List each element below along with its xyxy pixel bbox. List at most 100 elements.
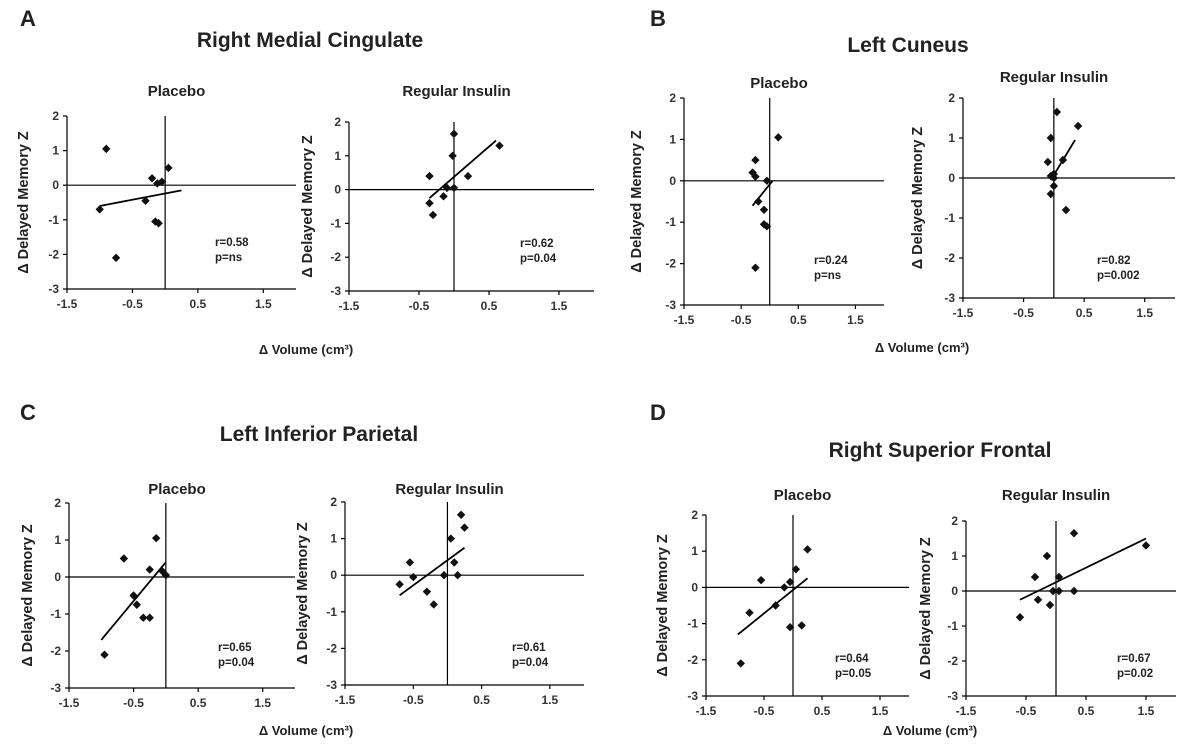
regression-line (428, 139, 497, 199)
data-point (429, 600, 438, 609)
chart-subtitle: Placebo (148, 481, 206, 498)
chart-d-placebo: Right Superior FrontalPlacebo210-1-2-3-1… (655, 439, 1051, 738)
data-point (762, 222, 772, 231)
x-tick-label: 1.5 (872, 704, 889, 718)
data-point (449, 183, 459, 193)
correlation-r: r=0.65 (218, 642, 252, 654)
x-axis-label: Δ Volume (cm³) (259, 723, 353, 738)
chart-a-insulin: Regular Insulin 2 1 0 -1 -2 -3-1.5 -0.5 0.5 1.5 Δ … (300, 83, 594, 313)
p-value: p=ns (215, 252, 242, 264)
data-point (95, 205, 104, 214)
data-point (774, 133, 783, 142)
panel-label-b: B (650, 6, 666, 31)
x-tick-label: 0.5 (1078, 704, 1095, 718)
x-tick-label: 1.5 (542, 693, 559, 707)
y-tick-label: -1 (330, 216, 341, 230)
data-point (141, 196, 150, 205)
x-tick-label: -0.5 (754, 704, 775, 718)
data-point (145, 613, 154, 622)
y-tick-label: -3 (50, 681, 61, 695)
y-tick-label: 2 (330, 495, 337, 509)
y-tick-label: 2 (691, 508, 698, 522)
data-point (1042, 551, 1052, 561)
x-tick-label: 1.5 (254, 696, 271, 710)
data-point (425, 198, 434, 208)
data-point (1043, 157, 1052, 167)
y-tick-label: 1 (669, 132, 676, 146)
y-tick-label: 2 (951, 514, 958, 528)
y-tick-label: -1 (326, 605, 337, 619)
y-tick-label: -2 (665, 257, 676, 271)
x-tick-label: -1.5 (956, 704, 977, 718)
chart-a-placebo: Right Medial CingulatePlacebo210-1-2-3-1… (16, 29, 423, 357)
data-point (395, 580, 404, 589)
data-point (1045, 600, 1055, 610)
x-tick-label: 0.5 (190, 297, 207, 311)
regression-line (100, 561, 167, 641)
x-tick-label: -0.5 (122, 297, 143, 311)
p-value: p=0.04 (520, 253, 557, 265)
data-point (495, 141, 504, 150)
data-point (157, 177, 167, 186)
x-tick-label: -1.5 (696, 704, 717, 718)
y-axis-label: Δ Delayed Memory Z (918, 537, 934, 680)
data-point (1049, 181, 1059, 191)
y-tick-label: -2 (48, 247, 59, 261)
y-tick-label: 0 (691, 580, 698, 594)
data-point (1141, 541, 1151, 550)
data-point (164, 163, 173, 173)
data-point (139, 613, 148, 622)
p-value: p=ns (814, 270, 841, 282)
y-tick-label: -2 (326, 641, 337, 655)
panel-label-c: C (20, 400, 36, 425)
y-tick-label: -2 (330, 250, 341, 264)
x-tick-label: 0.5 (790, 313, 807, 327)
regression-line (1019, 537, 1147, 601)
region-title: Right Superior Frontal (829, 439, 1052, 462)
correlation-r: r=0.58 (215, 237, 249, 249)
data-point (736, 659, 745, 668)
y-axis-label: Δ Delayed Memory Z (300, 135, 316, 278)
data-point (442, 183, 452, 193)
y-tick-label: 1 (52, 144, 59, 158)
data-point (751, 263, 760, 272)
y-tick-label: -1 (947, 619, 958, 633)
region-title: Right Medial Cingulate (197, 29, 423, 52)
data-point (1046, 133, 1056, 143)
y-tick-label: 0 (951, 584, 958, 598)
data-point (449, 129, 459, 139)
p-value: p=0.04 (512, 657, 549, 669)
data-point (439, 571, 449, 580)
data-point (450, 558, 459, 567)
chart-b-insulin: Regular Insulin 2 1 0 -1 -2 -3-1.5 -0.5 0.5 1.5 Δ … (910, 69, 1175, 320)
y-tick-label: -3 (944, 291, 955, 305)
data-point (1049, 169, 1059, 179)
y-tick-label: 2 (54, 496, 61, 510)
x-axis-label: Δ Volume (cm³) (875, 340, 969, 355)
data-point (762, 176, 772, 185)
data-point (1054, 586, 1064, 596)
data-point (797, 621, 806, 630)
x-tick-label: -1.5 (57, 297, 78, 311)
x-tick-label: -0.5 (409, 299, 430, 313)
y-tick-label: 0 (669, 174, 676, 188)
data-point (1054, 572, 1064, 582)
x-tick-label: 0.5 (481, 299, 498, 313)
region-title: Left Inferior Parietal (220, 423, 418, 446)
data-point (1061, 205, 1071, 215)
data-point (785, 577, 795, 587)
x-tick-label: 1.5 (255, 297, 272, 311)
data-point (460, 523, 469, 532)
y-tick-label: 0 (52, 178, 59, 192)
chart-subtitle: Regular Insulin (1000, 69, 1108, 86)
x-tick-label: 0.5 (190, 696, 207, 710)
y-tick-label: -2 (947, 654, 958, 668)
chart-subtitle: Placebo (148, 83, 206, 100)
y-tick-label: 2 (948, 91, 955, 105)
data-point (1015, 613, 1025, 622)
chart-subtitle: Placebo (774, 487, 832, 504)
data-point (463, 171, 473, 181)
data-point (456, 510, 466, 520)
data-point (1069, 586, 1079, 596)
